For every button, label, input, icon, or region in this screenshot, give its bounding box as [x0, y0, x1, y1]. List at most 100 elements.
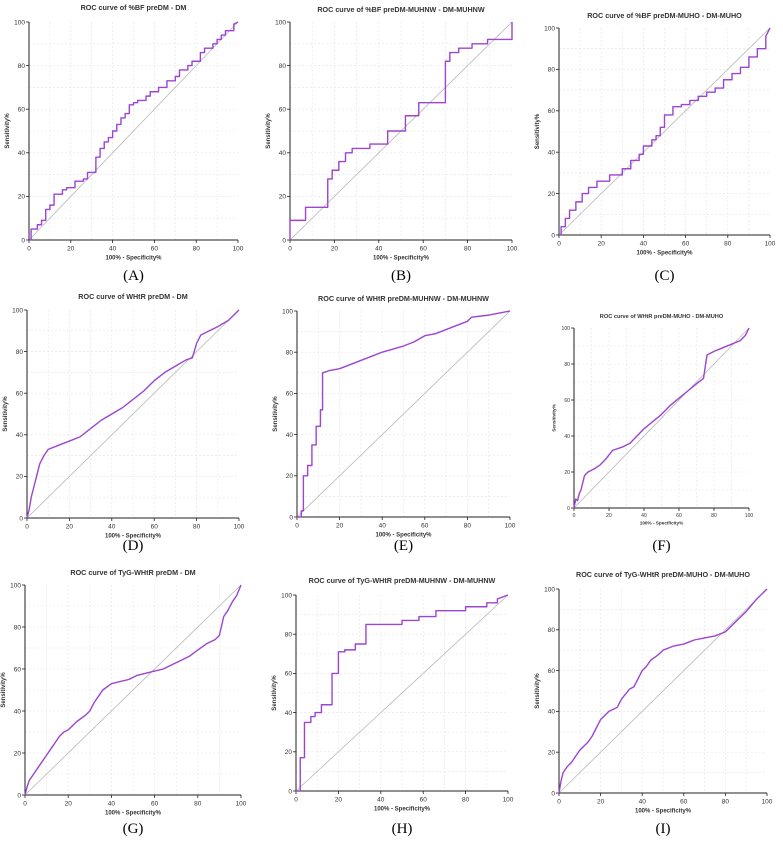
roc-panel-7: 0 20 40 60 80 100 0 20 40 60 80 100 100% - Specifici… — [1, 568, 247, 837]
y-axis-label: Sensitivity% — [535, 113, 541, 149]
x-tick-label: 60 — [420, 797, 428, 804]
panel-letter: (C) — [655, 268, 675, 284]
panel-title: ROC curve of WHtR preDM-MUHNW - DM-MUHNW — [318, 294, 489, 303]
y-tick-label: 40 — [548, 149, 556, 156]
y-tick-label: 0 — [288, 788, 292, 795]
x-tick-label: 60 — [420, 246, 428, 253]
y-tick-label: 60 — [285, 671, 293, 678]
x-tick-label: 100 — [233, 246, 244, 253]
x-tick-label: 20 — [335, 797, 343, 804]
x-tick-label: 0 — [294, 797, 298, 804]
y-tick-label: 40 — [285, 710, 293, 717]
y-tick-label: 80 — [285, 631, 293, 638]
y-tick-label: 60 — [548, 108, 556, 115]
x-tick-label: 100 — [507, 246, 518, 253]
y-tick-label: 40 — [14, 708, 22, 715]
y-tick-label: 20 — [548, 749, 556, 756]
y-tick-label: 100 — [544, 25, 555, 32]
x-tick-label: 100 — [505, 523, 516, 530]
x-tick-label: 40 — [640, 241, 648, 248]
y-tick-label: 20 — [564, 470, 570, 476]
panel-title: ROC curve of TyG-WHtR preDM - DM — [70, 568, 195, 577]
x-tick-label: 80 — [462, 797, 470, 804]
x-tick-label: 100 — [234, 524, 245, 531]
x-tick-label: 100 — [762, 799, 773, 806]
roc-curve — [26, 309, 240, 519]
x-tick-label: 0 — [557, 241, 561, 248]
y-axis-label: Sensitivity% — [5, 113, 11, 149]
x-tick-label: 40 — [375, 246, 383, 253]
y-tick-label: 80 — [279, 63, 287, 70]
y-tick-label: 100 — [562, 326, 571, 332]
y-tick-label: 0 — [17, 792, 21, 799]
y-tick-label: 40 — [286, 432, 294, 439]
roc-curve — [296, 594, 509, 792]
x-tick-label: 60 — [680, 799, 688, 806]
panel-title: ROC curve of WHtR preDM - DM — [78, 292, 187, 301]
x-tick-label: 80 — [722, 799, 730, 806]
x-tick-label: 0 — [557, 799, 561, 806]
y-tick-label: 0 — [551, 790, 555, 797]
x-tick-label: 20 — [65, 801, 73, 808]
y-tick-label: 0 — [551, 232, 555, 239]
y-tick-label: 60 — [286, 391, 294, 398]
panel-letter: (E) — [394, 538, 413, 554]
x-tick-label: 80 — [193, 246, 201, 253]
x-axis-label: 100% - Specificity% — [373, 256, 430, 262]
x-axis-label: 100% - Specificity% — [105, 534, 162, 540]
roc-curve — [29, 21, 239, 241]
x-axis-label: 100% - Specificity% — [374, 807, 431, 813]
roc-curve — [559, 27, 771, 236]
roc-panel-4: 0 20 40 60 80 100 0 20 40 60 80 100 100% - Specifici… — [3, 292, 245, 554]
y-tick-label: 100 — [282, 308, 293, 315]
x-tick-label: 60 — [151, 801, 159, 808]
x-tick-label: 80 — [193, 524, 201, 531]
y-tick-label: 100 — [14, 19, 25, 26]
panel-title: ROC curve of TyG-WHtR preDM-MUHO - DM-MU… — [576, 570, 750, 579]
x-tick-label: 100 — [503, 797, 514, 804]
x-tick-label: 0 — [288, 246, 292, 253]
x-tick-label: 100 — [236, 801, 247, 808]
x-tick-label: 0 — [295, 523, 299, 530]
x-tick-label: 40 — [377, 797, 385, 804]
y-tick-label: 80 — [14, 624, 22, 631]
reference-line — [26, 309, 240, 519]
reference-line — [558, 27, 771, 236]
y-tick-label: 80 — [18, 63, 26, 70]
y-tick-label: 40 — [18, 150, 26, 157]
y-tick-label: 20 — [14, 750, 22, 757]
x-tick-label: 40 — [108, 524, 116, 531]
x-tick-label: 20 — [598, 241, 606, 248]
y-tick-label: 20 — [286, 473, 294, 480]
x-tick-label: 60 — [682, 241, 690, 248]
y-tick-label: 80 — [16, 349, 24, 356]
reference-line — [558, 588, 768, 794]
panel-title: ROC curve of %BF preDM-MUHNW - DM-MUHNW — [317, 5, 485, 14]
x-tick-label: 80 — [711, 513, 717, 519]
x-tick-label: 80 — [194, 801, 202, 808]
panel-letter: (D) — [123, 538, 144, 554]
y-tick-label: 80 — [548, 627, 556, 634]
x-tick-label: 60 — [151, 246, 159, 253]
y-tick-label: 60 — [16, 390, 24, 397]
roc-panel-5: 0 20 40 60 80 100 0 20 40 60 80 100 100% - Specifici… — [273, 294, 516, 554]
x-tick-label: 80 — [724, 241, 732, 248]
panel-letter: (B) — [391, 268, 411, 284]
x-tick-label: 20 — [597, 799, 605, 806]
panel-title: ROC curve of WHtR preDM-MUHO - DM-MUHO — [600, 314, 724, 320]
x-tick-label: 80 — [464, 523, 472, 530]
panel-title: ROC curve of TyG-WHtR preDM-MUHNW - DM-M… — [309, 576, 496, 585]
reference-line — [295, 594, 509, 792]
panel-letter: (F) — [652, 538, 670, 554]
x-axis-label: 100% - Specificity% — [105, 811, 162, 817]
y-tick-label: 60 — [279, 106, 287, 113]
x-tick-label: 0 — [23, 801, 27, 808]
x-tick-label: 0 — [27, 246, 31, 253]
y-axis-label: Sensitivity% — [273, 396, 279, 432]
roc-panel-2: 0 20 40 60 80 100 0 20 40 60 80 100 100% - Specifici… — [266, 5, 518, 284]
x-tick-label: 40 — [639, 799, 647, 806]
y-tick-label: 100 — [281, 592, 292, 599]
roc-curve — [297, 310, 511, 518]
x-tick-label: 20 — [66, 524, 74, 531]
y-tick-label: 60 — [18, 106, 26, 113]
